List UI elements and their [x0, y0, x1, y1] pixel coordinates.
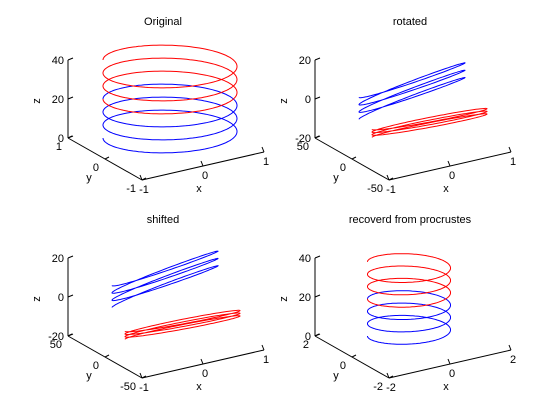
x-tick-label: 1 [510, 156, 516, 168]
z-tick-mark [314, 255, 321, 259]
z-tick-mark [67, 96, 74, 100]
y-tick-mark [388, 375, 394, 379]
z-axis-label: z [278, 296, 290, 302]
x-axis-label: x [443, 183, 449, 195]
series-line-red [124, 309, 241, 340]
z-tick-mark [67, 57, 74, 61]
z-axis-label: z [31, 98, 43, 104]
x-tick-label: 0 [449, 368, 455, 380]
z-tick-label: 0 [58, 292, 64, 304]
z-tick-label: 40 [52, 55, 64, 67]
y-tick-label: -50 [367, 183, 383, 195]
y-axis-label: y [86, 370, 92, 382]
y-tick-label: 0 [340, 162, 346, 174]
y-tick-label: 0 [340, 360, 346, 372]
y-tick-label: 1 [56, 141, 62, 153]
y-tick-mark [388, 177, 394, 181]
y-tick-label: -2 [373, 381, 383, 393]
x-axis-label: x [196, 381, 202, 393]
series-line-red [371, 107, 488, 138]
y-tick-mark [351, 354, 357, 358]
x-tick-label: -1 [386, 184, 396, 196]
y-tick-mark [314, 333, 320, 337]
x-tick-mark [139, 372, 143, 379]
z-tick-mark [67, 255, 74, 259]
x-tick-mark [508, 146, 512, 153]
x-tick-label: 1 [263, 354, 269, 366]
x-tick-mark [447, 160, 451, 167]
x-axis-label: x [443, 381, 449, 393]
y-tick-label: 0 [93, 162, 99, 174]
x-tick-mark [508, 344, 512, 351]
y-axis-label: y [86, 172, 92, 184]
chart-title: recoverd from procrustes [349, 214, 472, 226]
y-axis-label: y [333, 370, 339, 382]
y-tick-label: 50 [50, 339, 62, 351]
y-axis-label: y [333, 172, 339, 184]
z-tick-mark [314, 96, 321, 100]
y-tick-mark [351, 156, 357, 160]
series-line-red [102, 44, 238, 115]
series-line-blue [111, 250, 219, 308]
x-tick-mark [261, 344, 265, 351]
z-tick-mark [314, 57, 321, 61]
chart-title: Original [144, 16, 182, 28]
z-axis-label: z [31, 296, 43, 302]
series-line-blue [102, 83, 238, 154]
z-axis-label: z [278, 98, 290, 104]
x-tick-label: 0 [202, 170, 208, 182]
series-line-blue [358, 62, 466, 120]
x-tick-mark [139, 174, 143, 181]
x-tick-label: -2 [386, 382, 396, 394]
subplot-rotated: rotated -20 0 20 50 0 -50 -1 0 1 z y x [278, 16, 516, 196]
y-tick-label: -50 [120, 381, 136, 393]
x-tick-label: 2 [510, 354, 516, 366]
y-tick-label: 2 [303, 339, 309, 351]
z-tick-label: -20 [48, 331, 64, 343]
series-line-red [367, 253, 451, 308]
z-tick-label: 20 [299, 292, 311, 304]
chart-title: shifted [147, 214, 179, 226]
x-tick-label: 1 [263, 156, 269, 168]
y-tick-mark [104, 156, 110, 160]
y-tick-mark [67, 333, 73, 337]
z-tick-mark [67, 294, 74, 298]
y-tick-label: 0 [93, 360, 99, 372]
y-tick-mark [314, 135, 320, 139]
x-tick-mark [386, 372, 390, 379]
y-tick-mark [104, 354, 110, 358]
y-tick-mark [141, 375, 147, 379]
y-tick-mark [141, 177, 147, 181]
x-axis-label: x [196, 183, 202, 195]
z-tick-label: 20 [52, 253, 64, 265]
subplot-shifted: shifted -20 0 20 50 0 -50 -1 0 1 z y x [31, 214, 269, 394]
z-tick-label: 0 [305, 94, 311, 106]
z-tick-label: 40 [299, 253, 311, 265]
series-line-blue [367, 290, 451, 345]
z-tick-label: 0 [305, 331, 311, 343]
x-tick-mark [447, 358, 451, 365]
chart-title: rotated [393, 16, 427, 28]
x-tick-mark [386, 174, 390, 181]
x-tick-mark [200, 358, 204, 365]
y-tick-label: -1 [126, 183, 136, 195]
z-tick-label: 0 [58, 133, 64, 145]
x-tick-label: 0 [202, 368, 208, 380]
x-tick-label: -1 [139, 382, 149, 394]
z-tick-label: -20 [295, 133, 311, 145]
z-tick-label: 20 [299, 55, 311, 67]
y-tick-mark [67, 135, 73, 139]
y-tick-label: 50 [297, 141, 309, 153]
z-tick-mark [314, 294, 321, 298]
x-tick-mark [200, 160, 204, 167]
x-tick-label: -1 [139, 184, 149, 196]
x-tick-label: 0 [449, 170, 455, 182]
x-tick-mark [261, 146, 265, 153]
z-tick-label: 20 [52, 94, 64, 106]
